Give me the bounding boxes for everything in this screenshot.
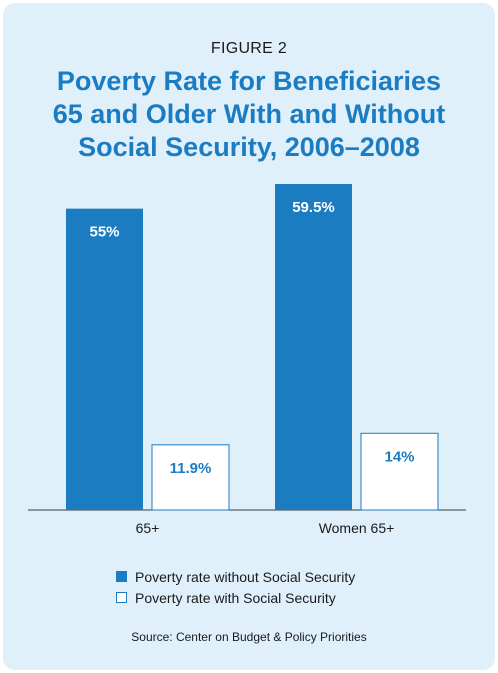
legend-item-without: Poverty rate without Social Security (116, 566, 355, 587)
bar-chart: 55% 11.9% 65+ 59.5% 14% Women 65+ (28, 184, 466, 536)
legend-swatch-with (116, 592, 127, 603)
chart-title-line-2: 65 and Older With and Without (52, 99, 446, 129)
source-note: Source: Center on Budget & Policy Priori… (131, 630, 367, 644)
bar-with-1 (360, 432, 439, 511)
chart-title-line-1: Poverty Rate for Beneficiaries (56, 66, 442, 96)
data-label-with-1: 14% (384, 448, 414, 465)
legend-swatch-without (116, 571, 127, 582)
bar-with-0 (151, 444, 230, 511)
bar-without-0 (66, 208, 143, 510)
data-label-with-0: 11.9% (170, 460, 212, 477)
figure-panel: FIGURE 2 Poverty Rate for Beneficiaries … (3, 3, 495, 670)
legend-label-without: Poverty rate without Social Security (135, 568, 356, 585)
figure-label: FIGURE 2 (210, 40, 288, 57)
data-label-without-0: 55% (89, 224, 119, 241)
category-label-0: 65+ (136, 520, 160, 536)
chart-title-line-3: Social Security, 2006–2008 (78, 132, 420, 162)
chart-title: Poverty Rate for Beneficiaries 65 and Ol… (3, 65, 495, 164)
bar-without-1 (275, 184, 352, 510)
category-label-1: Women 65+ (319, 520, 395, 536)
legend-item-with: Poverty rate with Social Security (116, 587, 355, 608)
legend: Poverty rate without Social Security Pov… (116, 566, 355, 608)
data-label-without-1: 59.5% (292, 199, 335, 216)
legend-label-with: Poverty rate with Social Security (135, 589, 336, 606)
